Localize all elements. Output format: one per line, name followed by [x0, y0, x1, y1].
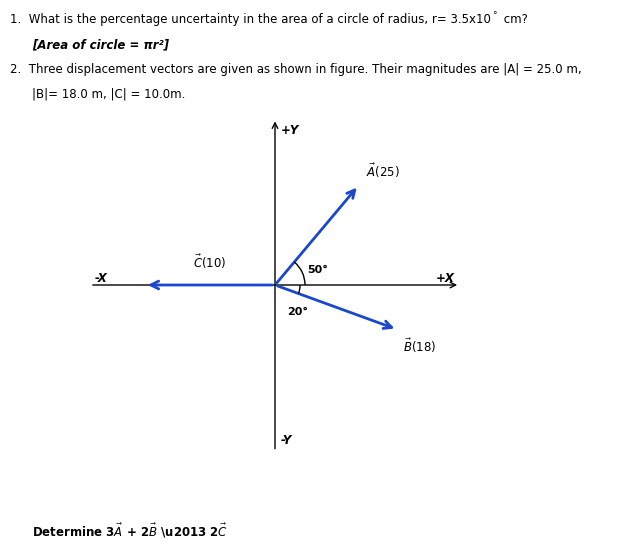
Text: 1.  What is the percentage uncertainty in the area of a circle of radius, r= 3.5: 1. What is the percentage uncertainty in… — [10, 13, 491, 26]
Text: $\vec{B}$(18): $\vec{B}$(18) — [403, 337, 437, 356]
Text: $\vec{A}$(25): $\vec{A}$(25) — [366, 163, 399, 180]
Text: +Y: +Y — [281, 123, 299, 137]
Text: 20°: 20° — [287, 307, 308, 317]
Text: |B|= 18.0 m, |C| = 10.0m.: |B|= 18.0 m, |C| = 10.0m. — [32, 88, 185, 101]
Text: °: ° — [492, 12, 497, 20]
Text: cm?: cm? — [500, 13, 528, 26]
Text: [Area of circle = πr²]: [Area of circle = πr²] — [32, 38, 169, 51]
Text: 2.  Three displacement vectors are given as shown in figure. Their magnitudes ar: 2. Three displacement vectors are given … — [10, 63, 582, 76]
Text: Determine 3$\vec{A}$ + 2$\vec{B}$ \u2013 2$\vec{C}$: Determine 3$\vec{A}$ + 2$\vec{B}$ \u2013… — [32, 522, 228, 540]
Text: -X: -X — [95, 272, 108, 285]
Text: -Y: -Y — [281, 434, 292, 446]
Text: 50°: 50° — [307, 265, 328, 275]
Text: $\vec{C}$(10): $\vec{C}$(10) — [193, 253, 227, 271]
Text: +X: +X — [436, 272, 455, 285]
